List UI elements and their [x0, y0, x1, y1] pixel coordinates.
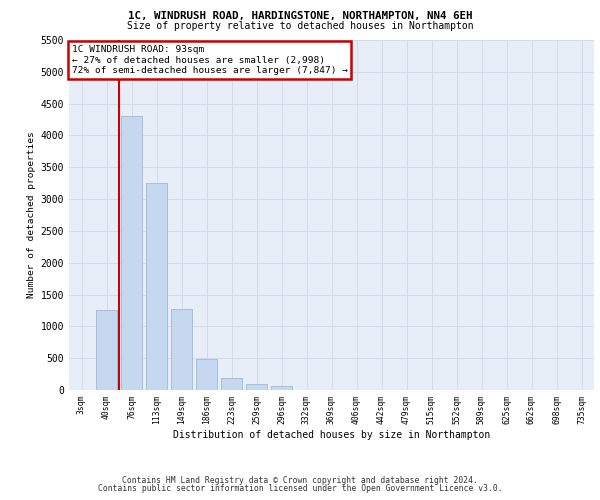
Text: Contains HM Land Registry data © Crown copyright and database right 2024.: Contains HM Land Registry data © Crown c… — [122, 476, 478, 485]
X-axis label: Distribution of detached houses by size in Northampton: Distribution of detached houses by size … — [173, 430, 490, 440]
Text: Contains public sector information licensed under the Open Government Licence v3: Contains public sector information licen… — [98, 484, 502, 493]
Text: 1C WINDRUSH ROAD: 93sqm
← 27% of detached houses are smaller (2,998)
72% of semi: 1C WINDRUSH ROAD: 93sqm ← 27% of detache… — [71, 46, 347, 75]
Y-axis label: Number of detached properties: Number of detached properties — [28, 132, 37, 298]
Bar — [221, 378, 242, 390]
Text: Size of property relative to detached houses in Northampton: Size of property relative to detached ho… — [127, 21, 473, 31]
Bar — [246, 384, 267, 390]
Bar — [171, 308, 192, 390]
Bar — [121, 116, 142, 390]
Bar — [271, 386, 292, 390]
Text: 1C, WINDRUSH ROAD, HARDINGSTONE, NORTHAMPTON, NN4 6EH: 1C, WINDRUSH ROAD, HARDINGSTONE, NORTHAM… — [128, 11, 472, 21]
Bar — [96, 310, 117, 390]
Bar — [146, 183, 167, 390]
Bar — [196, 360, 217, 390]
